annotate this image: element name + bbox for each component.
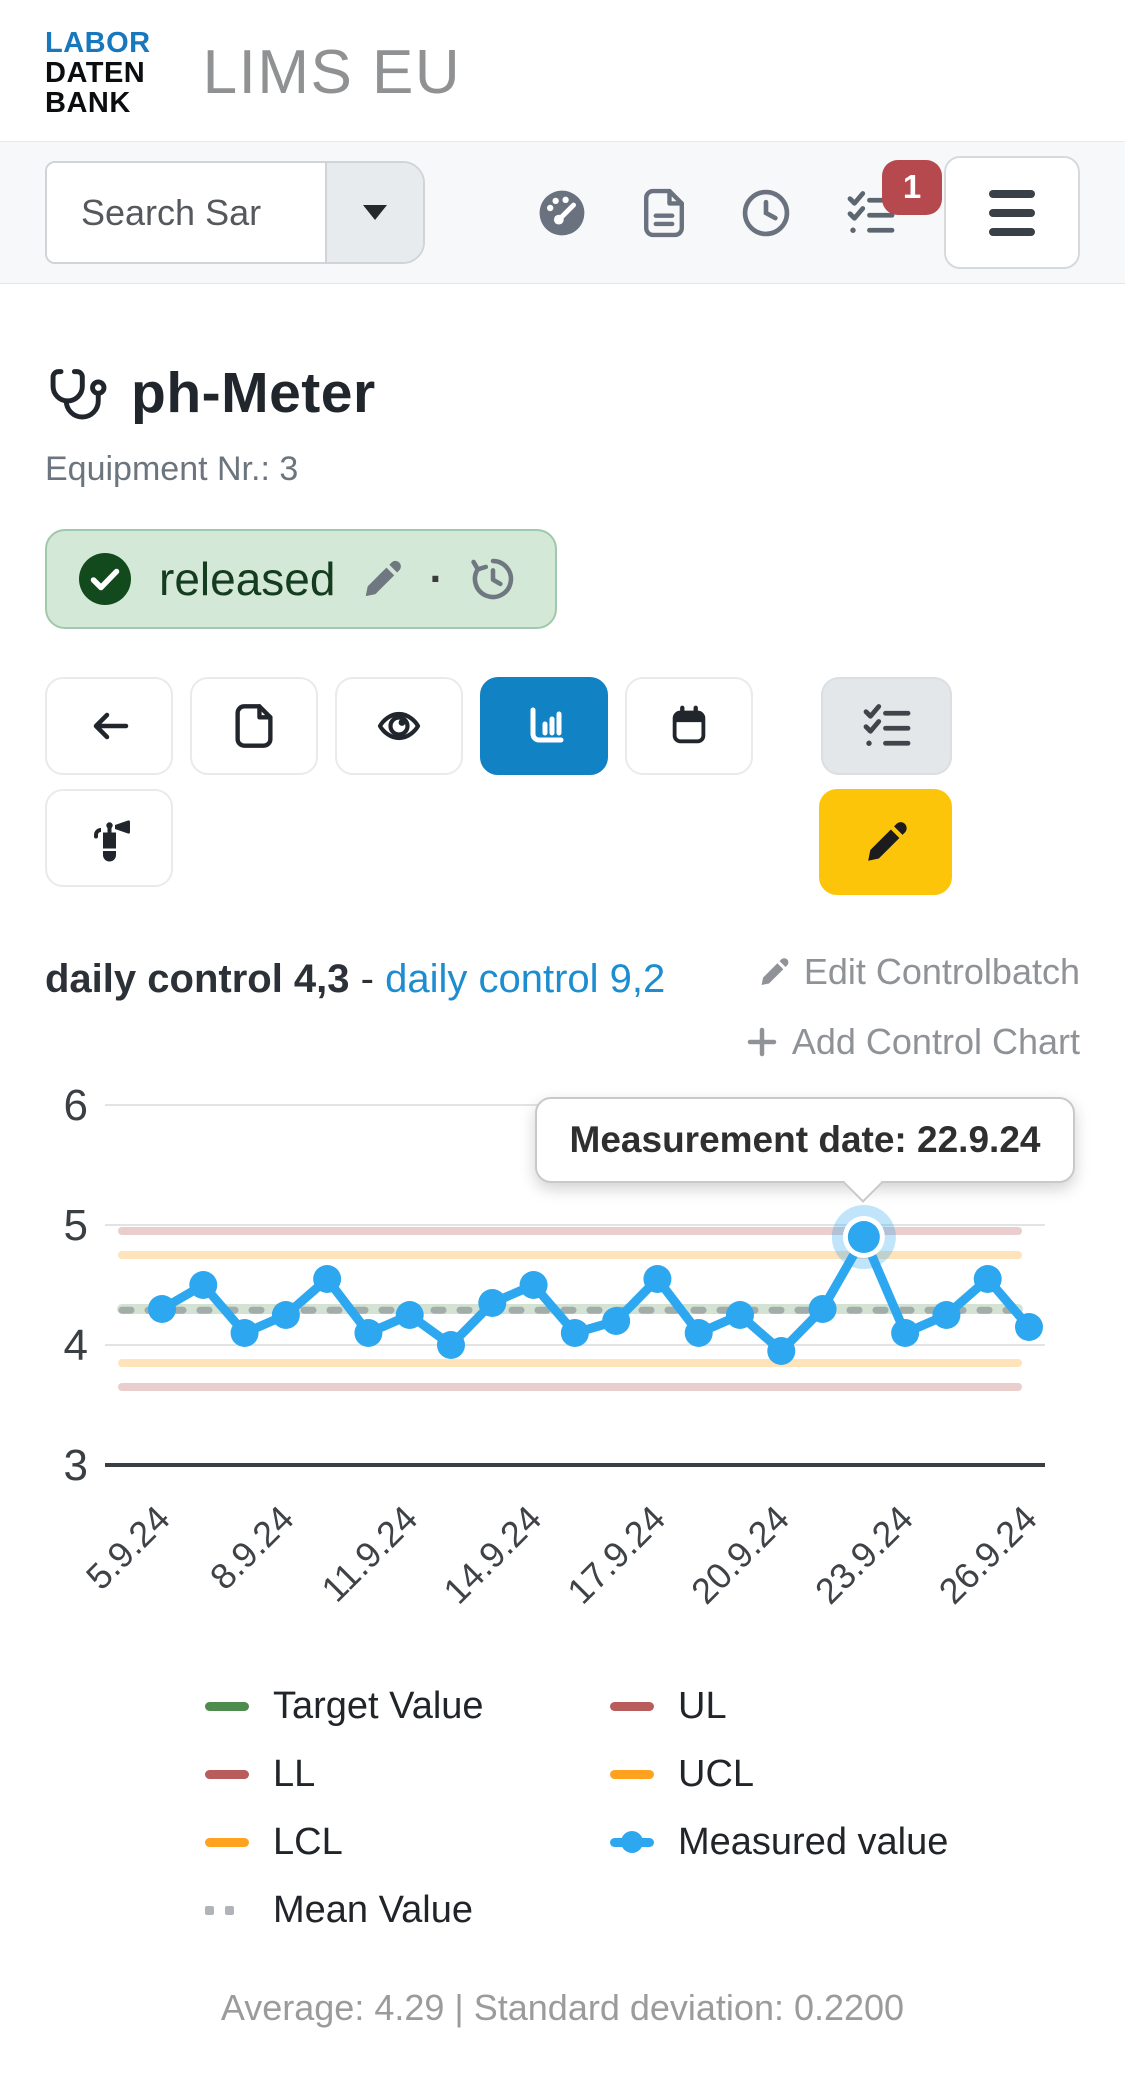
svg-text:17.9.24: 17.9.24 [559,1498,673,1612]
pencil-icon [761,958,789,985]
menu-button[interactable] [944,156,1080,269]
tasks-icon [863,704,910,746]
legend-swatch [610,1830,654,1854]
stethoscope-icon [45,361,109,425]
legend-swatch [205,1769,249,1779]
chart-legend: Target Value UL LL UCL LCL Measured value Mean… [205,1683,1080,1933]
fire-extinguisher-icon [94,820,130,862]
legend-item[interactable]: LL [205,1751,610,1797]
eye-icon [377,711,421,741]
control-chart-area: Measurement date: 22.9.24 3 4 5 6 5.9.24 8.9.… [0,1071,1125,1671]
legend-label: LCL [273,1820,343,1863]
legend-label: Mean Value [273,1888,473,1931]
app-header: LABOR DATEN BANK LIMS EU [0,0,1125,142]
calendar-icon [672,705,706,744]
svg-text:14.9.24: 14.9.24 [435,1498,549,1612]
menu-icon [989,189,1035,198]
chevron-down-icon [363,205,387,220]
equipment-number: Equipment Nr.: 3 [45,450,299,488]
fire-extinguisher-button[interactable] [45,789,173,887]
search-group [45,161,425,264]
top-toolbar: 1 [0,142,1125,284]
add-control-chart-link[interactable]: Add Control Chart [746,1021,1080,1063]
control-chart-button[interactable] [480,677,608,775]
legend-swatch [205,1701,249,1711]
control-chart[interactable]: 3 4 5 6 5.9.24 8.9.24 11.9.24 14.9.24 17.9.24 20.… [0,1071,1125,1671]
legend-label: Measured value [678,1820,949,1863]
plus-icon [747,1027,777,1057]
calendar-button[interactable] [625,677,753,775]
svg-text:4: 4 [64,1321,88,1370]
equipment-title-row: ph-Meter [45,360,1080,426]
legend-item[interactable]: UL [610,1683,1080,1729]
action-buttons [45,677,1080,895]
logo-line: LABOR [45,26,151,59]
logo-line: DATEN [45,56,146,89]
legend-item[interactable]: Measured value [610,1819,1080,1865]
status-label: released [159,553,336,605]
app-title[interactable]: LIMS EU [202,38,462,107]
clock-icon[interactable] [740,187,792,239]
svg-text:8.9.24: 8.9.24 [202,1498,302,1598]
toolbar-icons: 1 [536,159,942,240]
controlbatch-link[interactable]: daily control 9,2 [385,957,666,1001]
status-badge: released · [45,529,558,629]
svg-text:20.9.24: 20.9.24 [683,1498,797,1612]
edit-button[interactable] [819,789,952,895]
file-icon [235,704,273,748]
back-button[interactable] [45,677,173,775]
svg-text:11.9.24: 11.9.24 [313,1498,425,1610]
controlbatch-header: daily control 4,3 - daily control 9,2 Ed… [45,951,1080,1063]
document-icon[interactable] [640,187,688,239]
main-content: ph-Meter Equipment Nr.: 3 released · [0,360,1125,2089]
edit-controlbatch-link[interactable]: Edit Controlbatch [758,951,1080,993]
back-icon [93,712,129,740]
separator-dot: · [429,555,444,602]
svg-text:23.9.24: 23.9.24 [807,1498,921,1612]
page-title: ph-Meter [131,361,376,425]
svg-text:26.9.24: 26.9.24 [931,1498,1045,1612]
gauge-icon[interactable] [536,187,588,239]
chart-statistics: Average: 4.29 | Standard deviation: 0.22… [220,1987,905,2028]
svg-text:5: 5 [64,1201,88,1250]
controlbatch-current: daily control 4,3 [45,957,350,1001]
legend-item[interactable]: UCL [610,1751,1080,1797]
document-button[interactable] [190,677,318,775]
legend-label: Target Value [273,1684,484,1727]
history-icon[interactable] [469,555,517,603]
legend-swatch [205,1837,249,1847]
notification-count-badge: 1 [882,159,942,215]
svg-text:6: 6 [64,1081,88,1130]
legend-item[interactable]: Mean Value [205,1887,610,1933]
legend-swatch [610,1701,654,1711]
search-input[interactable] [47,163,325,262]
checklist-icon[interactable]: 1 [844,159,942,240]
edit-pencil-icon [867,822,907,861]
legend-label: UL [678,1684,727,1727]
search-type-dropdown[interactable] [325,163,423,262]
legend-swatch [205,1905,249,1915]
legend-label: UCL [678,1752,755,1795]
legend-swatch [610,1769,654,1779]
legend-item[interactable]: Target Value [205,1683,610,1729]
chart-tooltip: Measurement date: 22.9.24 [535,1097,1075,1203]
legend-label: LL [273,1752,316,1795]
labordatenbank-logo[interactable]: LABOR DATEN BANK [45,28,151,118]
check-circle-icon [77,551,133,607]
controlbatch-title: daily control 4,3 - daily control 9,2 [45,957,666,1001]
legend-item[interactable]: LCL [205,1819,610,1865]
tasks-button[interactable] [821,677,952,775]
bar-chart-icon [530,707,564,743]
edit-status-pencil-icon[interactable] [361,558,403,600]
svg-text:5.9.24: 5.9.24 [78,1498,178,1598]
view-button[interactable] [335,677,463,775]
svg-text:3: 3 [64,1441,88,1490]
logo-line: BANK [45,86,131,119]
tooltip-text: Measurement date: 22.9.24 [569,1119,1041,1160]
